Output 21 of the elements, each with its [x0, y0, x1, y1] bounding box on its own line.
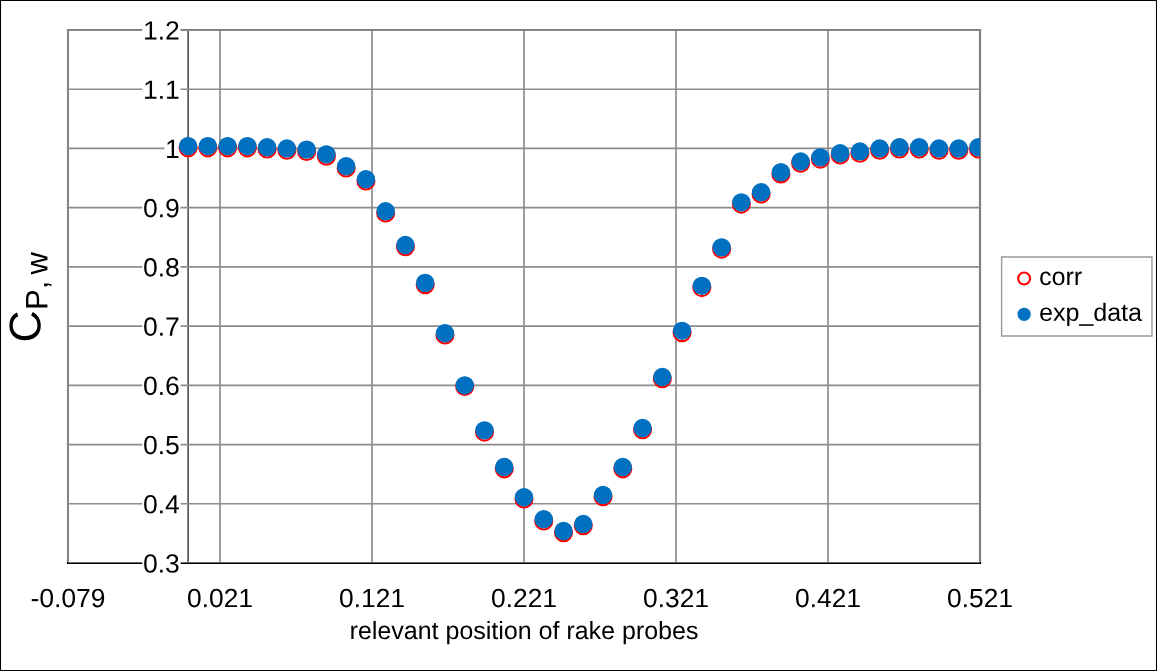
y-tick-label: 0.4 — [144, 494, 179, 514]
y-tick-label: 1.2 — [145, 21, 179, 40]
x-tick-label: 0.221 — [492, 588, 556, 608]
x-tick-label: 0.421 — [796, 588, 860, 608]
y-tick-label: 0.6 — [144, 376, 179, 396]
y-tick-label: 0.3 — [144, 554, 179, 573]
x-tick-label: 0.321 — [644, 588, 708, 608]
x-tick-label: -0.079 — [31, 588, 105, 608]
y-tick-label: 0.7 — [144, 317, 179, 336]
legend-label: corr — [1040, 271, 1082, 286]
y-tick-label: 0.9 — [144, 198, 179, 218]
x-axis-title: relevant position of rake probes — [351, 620, 698, 645]
y-tick-label: 1 — [167, 139, 179, 159]
y-tick-label: 0.5 — [144, 435, 179, 455]
y-axis-title: C$_{P,w}$ — [9, 251, 52, 341]
x-tick-label: 0.121 — [340, 588, 404, 608]
x-tick-label: 0.021 — [188, 588, 252, 608]
x-tick-label: 0.521 — [948, 588, 1012, 608]
y-tick-label: 0.8 — [144, 258, 179, 277]
legend-label: exp_data — [1040, 302, 1142, 327]
y-tick-label: 1.1 — [145, 80, 179, 99]
